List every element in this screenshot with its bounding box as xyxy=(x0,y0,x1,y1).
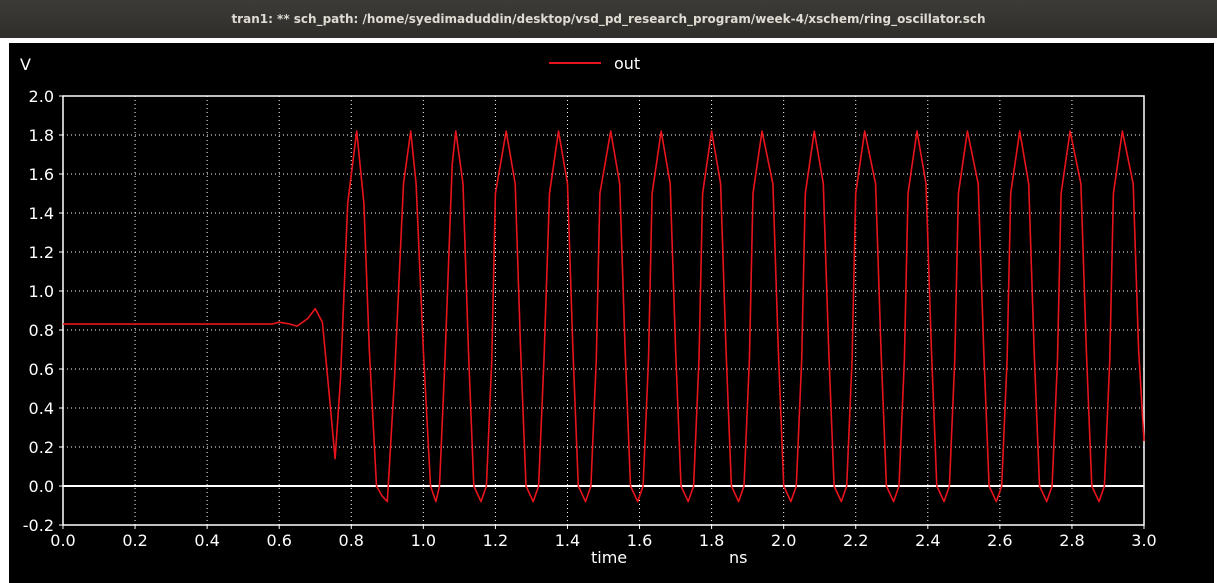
legend-label-out: out xyxy=(614,54,640,73)
x-tick-label: 0.4 xyxy=(194,531,219,550)
y-tick-label: 0.4 xyxy=(29,399,54,418)
y-tick-label: 0.6 xyxy=(29,360,54,379)
window-title: tran1: ** sch_path: /home/syedimaduddin/… xyxy=(231,12,985,26)
x-tick-label: 0.0 xyxy=(50,531,75,550)
y-tick-label: 1.2 xyxy=(29,243,54,262)
y-tick-label: 1.0 xyxy=(29,282,54,301)
y-tick-label: 0.0 xyxy=(29,477,54,496)
x-tick-label: 0.8 xyxy=(339,531,364,550)
x-tick-label: 1.0 xyxy=(411,531,436,550)
x-tick-label: 2.6 xyxy=(987,531,1012,550)
y-tick-label: 1.4 xyxy=(29,204,54,223)
traces xyxy=(63,131,1144,502)
x-tick-label: 2.2 xyxy=(843,531,868,550)
x-tick-label: 1.2 xyxy=(483,531,508,550)
y-tick-label: 1.6 xyxy=(29,165,54,184)
x-axis-unit: ns xyxy=(729,548,747,567)
waveform-plot[interactable]: 2.0 1.8 1.6 1.4 1.2 1.0 0.8 0.6 0.4 0.2 0.0 -0.2 0.… xyxy=(9,43,1214,583)
x-tick-label: 2.0 xyxy=(771,531,796,550)
x-tick-label: 2.4 xyxy=(915,531,940,550)
x-tick-label: 3.0 xyxy=(1131,531,1156,550)
x-tick-label: 1.6 xyxy=(627,531,652,550)
x-tick-label: 0.2 xyxy=(122,531,147,550)
y-axis-label: V xyxy=(20,55,31,74)
y-tick-label: 0.8 xyxy=(29,321,54,340)
y-tick-label: 1.8 xyxy=(29,126,54,145)
y-tick-label: 2.0 xyxy=(29,87,54,106)
x-tick-label: 2.8 xyxy=(1059,531,1084,550)
x-tick-label: 0.6 xyxy=(266,531,291,550)
window-title-bar: tran1: ** sch_path: /home/syedimaduddin/… xyxy=(0,0,1217,38)
x-tick-label: 1.4 xyxy=(555,531,580,550)
trace-out xyxy=(63,131,1144,502)
y-tick-label: 0.2 xyxy=(29,438,54,457)
x-tick-labels: 0.0 0.2 0.4 0.6 0.8 1.0 1.2 1.4 1.6 1.8 2.0 2.2 2.4 2… xyxy=(50,525,1156,550)
legend[interactable]: out xyxy=(549,54,640,73)
waveform-chart: 2.01.81.61.41.21.00.80.60.40.20.0-0.2 0.… xyxy=(9,43,1214,583)
x-axis-label: time xyxy=(591,548,627,567)
x-tick-label: 1.8 xyxy=(699,531,724,550)
y-tick-labels: 2.01.81.61.41.21.00.80.60.40.20.0-0.2 xyxy=(23,87,63,535)
